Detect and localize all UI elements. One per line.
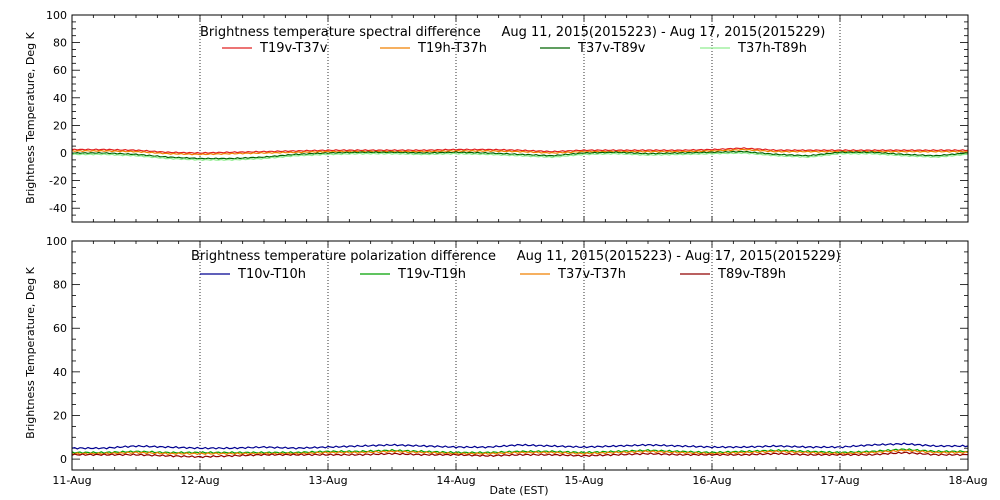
x-tick-label: 13-Aug	[308, 474, 347, 487]
y-tick-label: 40	[53, 92, 67, 105]
x-tick-label: 11-Aug	[52, 474, 91, 487]
series-line-t37h-t89h	[71, 152, 968, 162]
y-tick-label: 60	[53, 64, 67, 77]
legend-label: T19v-T19h	[397, 267, 466, 282]
polarization-difference-panel: Brightness temperature polarization diff…	[24, 235, 988, 497]
legend-label: T19h-T37h	[417, 41, 487, 56]
y-tick-label: 40	[53, 366, 67, 379]
legend-label: T10v-T10h	[237, 267, 306, 282]
legend-label: T37v-T89v	[577, 41, 646, 56]
y-tick-label: 80	[53, 279, 67, 292]
y-tick-label: 20	[53, 409, 67, 422]
series-line-t19v-t37v	[71, 147, 969, 154]
spectral-difference-title: Brightness temperature spectral differen…	[200, 25, 825, 40]
x-tick-label: 18-Aug	[948, 474, 987, 487]
series-line-t37v-t37h	[71, 449, 969, 456]
x-tick-label: 14-Aug	[436, 474, 475, 487]
plot-frame	[71, 14, 969, 223]
polarization-y-axis-title: Brightness Temperature, Deg K	[24, 266, 37, 438]
y-tick-label: 60	[53, 322, 67, 335]
x-tick-label: 17-Aug	[820, 474, 859, 487]
x-tick-label: 16-Aug	[692, 474, 731, 487]
x-axis-title: Date (EST)	[489, 484, 548, 497]
y-tick-label: 0	[60, 147, 67, 160]
legend-label: T37h-T89h	[737, 41, 807, 56]
series-line-t37v-t89v	[71, 150, 969, 160]
spectral-difference-panel: Brightness temperature spectral differen…	[24, 9, 969, 223]
series-line-t89v-t89h	[71, 451, 969, 459]
y-tick-label: 20	[53, 119, 67, 132]
spectral-y-axis-title: Brightness Temperature, Deg K	[24, 31, 37, 203]
series-line-t10v-t10h	[71, 442, 969, 450]
y-tick-label: 100	[46, 235, 67, 248]
legend-label: T37v-T37h	[557, 267, 626, 282]
legend-label: T19v-T37v	[259, 41, 328, 56]
x-tick-label: 12-Aug	[180, 474, 219, 487]
series-line-t19h-t37h	[71, 148, 969, 156]
plot-frame	[71, 240, 969, 471]
y-tick-label: 80	[53, 37, 67, 50]
y-tick-label: 100	[46, 9, 67, 22]
y-tick-label: 0	[60, 453, 67, 466]
x-tick-label: 15-Aug	[564, 474, 603, 487]
y-tick-label: -20	[49, 175, 67, 188]
legend-label: T89v-T89h	[717, 267, 786, 282]
y-tick-label: -40	[49, 202, 67, 215]
polarization-difference-title: Brightness temperature polarization diff…	[191, 249, 841, 264]
